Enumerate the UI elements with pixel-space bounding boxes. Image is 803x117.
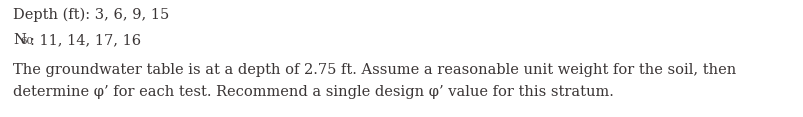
Text: Depth (ft): 3, 6, 9, 15: Depth (ft): 3, 6, 9, 15 (13, 8, 169, 22)
Text: N: N (13, 33, 26, 47)
Text: The groundwater table is at a depth of 2.75 ft. Assume a reasonable unit weight : The groundwater table is at a depth of 2… (13, 63, 736, 77)
Text: determine φ’ for each test. Recommend a single design φ’ value for this stratum.: determine φ’ for each test. Recommend a … (13, 85, 613, 99)
Text: 60: 60 (20, 37, 34, 46)
Text: : 11, 14, 17, 16: : 11, 14, 17, 16 (31, 33, 141, 47)
